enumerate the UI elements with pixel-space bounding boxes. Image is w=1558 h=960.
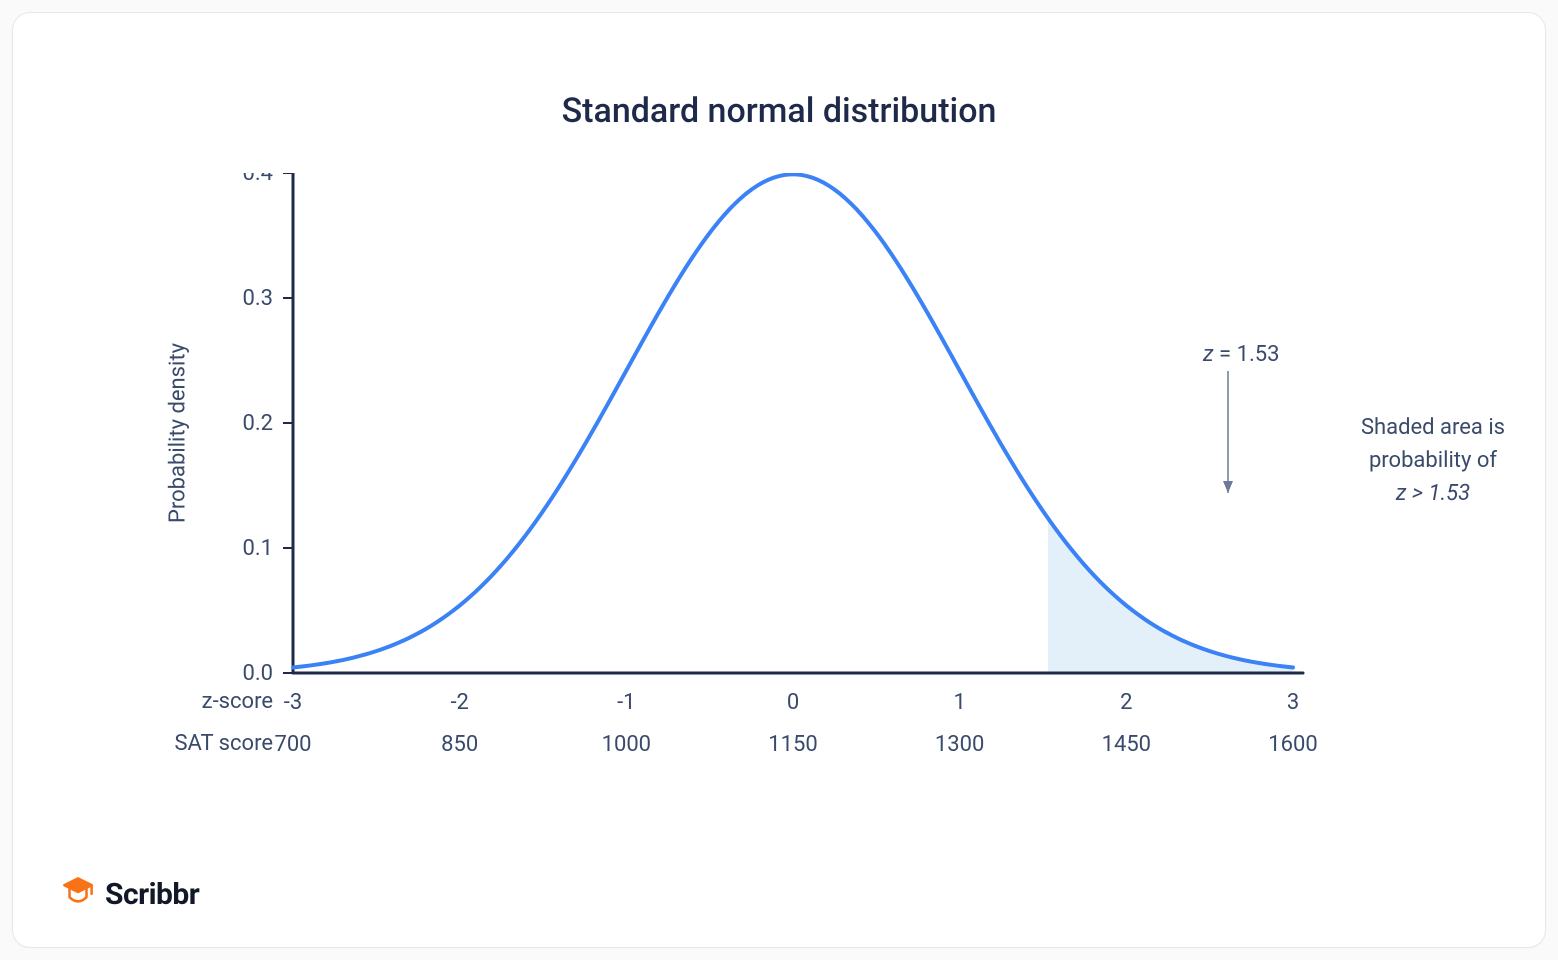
x-row2-value: 1150 [768,732,817,757]
x-row2-label: SAT score [153,731,273,756]
x-row2-value: 1600 [1268,732,1317,757]
annotation-arrow-head [1223,481,1233,493]
shaded-area-annotation: Shaded area isprobability ofz > 1.53 [1323,411,1543,510]
y-tick-label: 0.3 [242,286,273,311]
x-row2-value: 1450 [1102,732,1151,757]
y-axis-label: Probability density [166,343,191,523]
brand-icon [61,875,95,913]
brand-logo: Scribbr [61,875,199,913]
y-tick-label: 0.0 [242,661,273,686]
x-row1-value: 3 [1287,690,1299,715]
x-row2-value: 850 [441,732,478,757]
x-row1-value: -2 [450,690,468,715]
shaded-region [1048,518,1293,673]
x-row2-value: 1000 [602,732,651,757]
normal-curve [293,174,1293,667]
x-row1-value: 2 [1120,690,1132,715]
x-row1-value: -1 [617,690,635,715]
distribution-plot: 0.0 0.1 0.2 0.3 0.4 -3 700 -2 850 -1 1000 0 1150 1 130… [223,173,1383,813]
y-tick-label: 0.1 [242,536,273,561]
x-row1-value: 0 [787,690,799,715]
x-row1-value: -3 [284,690,302,715]
x-row1-label: z-score [153,689,273,714]
x-row1-value: 1 [953,690,965,715]
y-tick-label: 0.4 [242,173,273,186]
chart-title: Standard normal distribution [13,91,1545,131]
y-tick-label: 0.2 [242,411,273,436]
brand-name: Scribbr [105,877,199,912]
x-row2-value: 1300 [935,732,984,757]
chart-card: Standard normal distribution Probability… [12,12,1546,948]
z-value-annotation: z = 1.53 [1203,338,1279,371]
x-row2-value: 700 [274,732,311,757]
